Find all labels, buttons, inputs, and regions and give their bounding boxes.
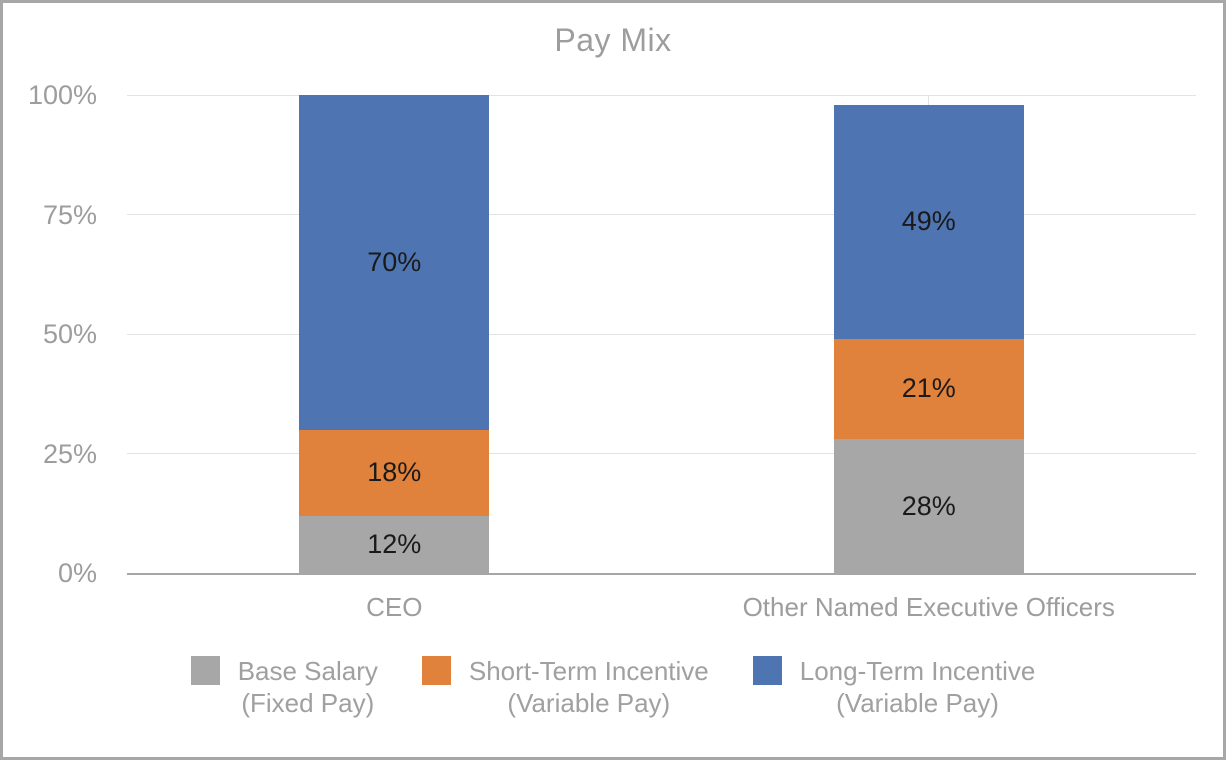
legend-marker	[752, 656, 782, 685]
legend: Base Salary (Fixed Pay) Short-Term Incenti…	[3, 655, 1223, 719]
bar-ceo: 12% 18% 70%	[299, 95, 490, 573]
legend-item: Short-Term Incentive (Variable Pay)	[421, 655, 709, 719]
bar-segment-base-salary-fixed-pay: 12%	[299, 515, 490, 573]
legend-label: Base Salary (Fixed Pay)	[238, 655, 378, 719]
legend-item: Base Salary (Fixed Pay)	[190, 655, 378, 719]
data-label: 70%	[367, 246, 422, 277]
y-axis-tick-label: 25%	[42, 438, 97, 469]
data-label: 21%	[901, 373, 956, 404]
legend-label: Short-Term Incentive (Variable Pay)	[469, 655, 709, 719]
legend-label-line1: Long-Term Incentive	[799, 656, 1036, 686]
chart-title: Pay Mix	[554, 22, 672, 58]
data-label: 49%	[901, 206, 956, 237]
gridline	[127, 94, 1196, 96]
data-label: 18%	[367, 457, 422, 488]
legend-label-line2: (Variable Pay)	[507, 688, 671, 718]
bar-segment-base-salary-fixed-pay: 28%	[833, 439, 1024, 573]
bar-segment-short-term-incentive-variable-pay: 18%	[299, 429, 490, 516]
gridline	[127, 214, 1196, 215]
legend-label-line1: Base Salary	[237, 656, 378, 686]
legend-label-line2: (Variable Pay)	[836, 688, 999, 718]
gridline	[127, 333, 1196, 335]
data-label: 12%	[367, 528, 422, 559]
y-axis-tick-label: 75%	[42, 199, 97, 230]
bar-other-named-executive-officers: 28% 21% 49%	[833, 95, 1024, 573]
legend-label-line1: Short-Term Incentive	[468, 656, 709, 686]
legend-label: Long-Term Incentive (Variable Pay)	[800, 655, 1036, 719]
x-axis-line	[127, 573, 1196, 575]
gridline	[127, 453, 1196, 454]
x-axis-category-label: Other Named Executive Officers	[742, 592, 1115, 622]
legend-item: Long-Term Incentive (Variable Pay)	[752, 655, 1036, 719]
y-axis-tick-label: 100%	[27, 80, 97, 110]
x-axis-category-label: CEO	[366, 592, 423, 622]
data-label: 28%	[901, 490, 956, 521]
bar-segment-long-term-incentive-variable-pay: 49%	[833, 104, 1024, 339]
plot-area: 12% 18% 70% 28% 21% 49%	[127, 94, 1196, 575]
bar-segment-short-term-incentive-variable-pay: 21%	[833, 338, 1024, 440]
y-axis-tick-label: 0%	[57, 558, 97, 588]
legend-marker	[421, 656, 451, 685]
y-axis-tick-label: 50%	[42, 319, 97, 349]
legend-label-line2: (Fixed Pay)	[241, 688, 375, 718]
bar-segment-long-term-incentive-variable-pay: 70%	[299, 95, 490, 430]
legend-marker	[190, 656, 220, 685]
